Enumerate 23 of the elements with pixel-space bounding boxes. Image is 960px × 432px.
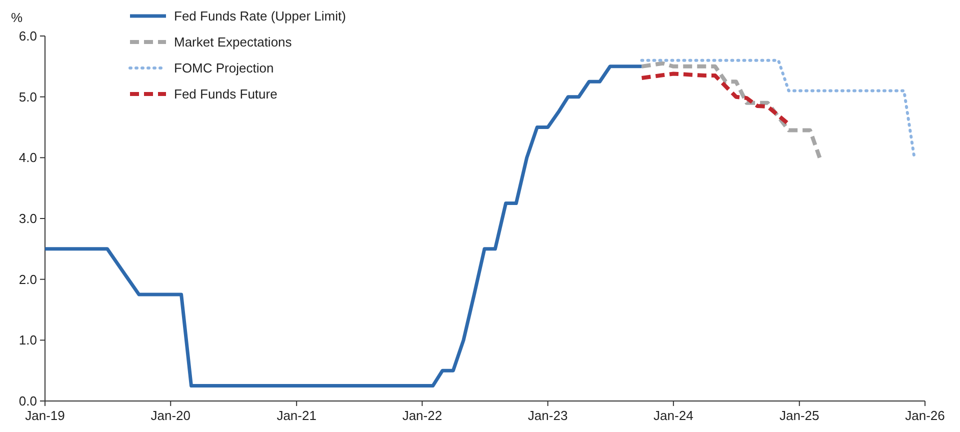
y-axis-title: %	[11, 10, 23, 25]
line-series	[43, 64, 644, 388]
legend-label: Fed Funds Future	[174, 86, 278, 102]
x-tick-label: Jan-24	[654, 408, 694, 423]
x-tick-label: Jan-22	[402, 408, 442, 423]
legend-label: FOMC Projection	[174, 60, 274, 76]
y-tick-label: 3.0	[18, 211, 37, 226]
y-tick-label: 2.0	[18, 272, 37, 287]
legend-label: Market Expectations	[174, 34, 292, 50]
x-tick-label: Jan-19	[25, 408, 65, 423]
y-tick-label: 4.0	[18, 150, 37, 166]
x-tick-label: Jan-25	[780, 408, 820, 423]
y-tick-label: 6.0	[18, 28, 37, 44]
y-tick-label: 5.0	[18, 89, 37, 104]
x-tick-label: Jan-21	[276, 408, 316, 423]
legend-label: Fed Funds Rate (Upper Limit)	[174, 8, 346, 24]
y-tick-label: 0.0	[18, 394, 37, 409]
line-series	[640, 72, 791, 126]
y-tick-label: 1.0	[18, 332, 37, 348]
x-tick-label: Jan-23	[528, 408, 568, 423]
x-tick-label: Jan-20	[150, 408, 190, 423]
x-tick-label: Jan-26	[905, 408, 945, 423]
line-series	[640, 61, 822, 160]
